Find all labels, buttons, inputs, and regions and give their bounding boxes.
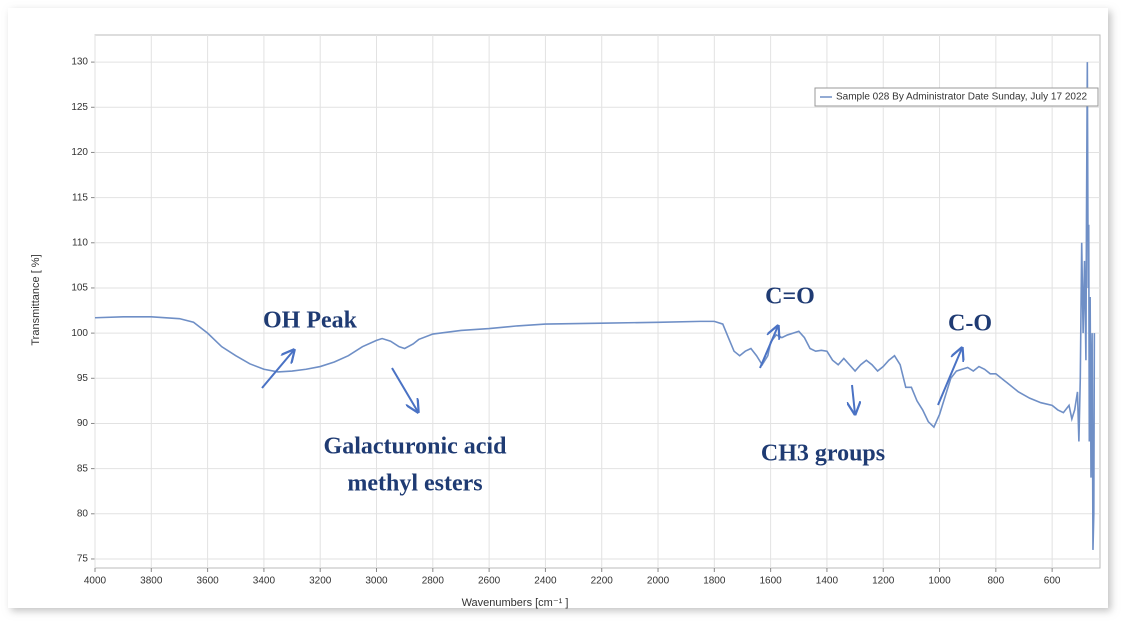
annotation: Galacturonic acid — [324, 434, 508, 460]
y-tick-label: 105 — [71, 283, 88, 294]
annotation: C-O — [948, 311, 992, 337]
arrow — [937, 348, 962, 406]
y-tick-label: 110 — [72, 237, 88, 248]
arrow — [759, 326, 778, 369]
x-tick-label: 2000 — [647, 576, 670, 587]
x-tick-label: 2400 — [534, 576, 557, 587]
x-tick-label: 3800 — [140, 576, 163, 587]
y-tick-label: 90 — [77, 418, 89, 429]
annotation: OH Peak — [263, 308, 358, 334]
spectrum-line — [94, 62, 1096, 550]
x-tick-label: 2200 — [591, 576, 614, 587]
annotation: CH3 groups — [761, 441, 885, 467]
x-tick-label: 3200 — [309, 576, 332, 587]
x-tick-label: 600 — [1044, 576, 1061, 587]
x-tick-label: 800 — [987, 576, 1004, 587]
x-tick-label: 1800 — [703, 576, 726, 587]
legend-box — [814, 87, 1099, 107]
legend-label: Sample 028 By Administrator Date Sunday,… — [836, 92, 1088, 103]
y-tick-label: 100 — [71, 328, 88, 339]
x-tick-label: 2800 — [422, 576, 445, 587]
x-tick-label: 2600 — [478, 576, 501, 587]
x-tick-label: 1600 — [760, 576, 783, 587]
x-tick-label: 3000 — [365, 576, 388, 587]
x-tick-label: 3400 — [253, 576, 276, 587]
x-axis-label: Wavenumbers [cm⁻¹ ] — [462, 597, 569, 609]
y-tick-label: 130 — [71, 57, 88, 68]
x-tick-label: 1000 — [928, 576, 951, 587]
arrow — [852, 384, 855, 414]
arrow — [391, 367, 418, 412]
annotation: C=O — [765, 284, 815, 310]
x-tick-label: 1400 — [816, 576, 839, 587]
y-axis-label: Transmittance [ %] — [30, 254, 42, 345]
x-tick-label: 3600 — [196, 576, 219, 587]
plot-area — [94, 34, 1101, 569]
y-tick-label: 125 — [71, 102, 88, 113]
y-tick-label: 85 — [77, 463, 89, 474]
x-tick-label: 1200 — [872, 576, 895, 587]
y-tick-label: 75 — [77, 554, 89, 565]
x-tick-label: 4000 — [84, 576, 107, 587]
y-tick-label: 115 — [72, 192, 88, 203]
y-tick-label: 95 — [77, 373, 89, 384]
annotation: methyl esters — [347, 471, 482, 497]
y-tick-label: 120 — [71, 147, 88, 158]
arrow — [261, 350, 294, 389]
arrows — [261, 326, 962, 414]
y-tick-label: 80 — [77, 508, 89, 519]
